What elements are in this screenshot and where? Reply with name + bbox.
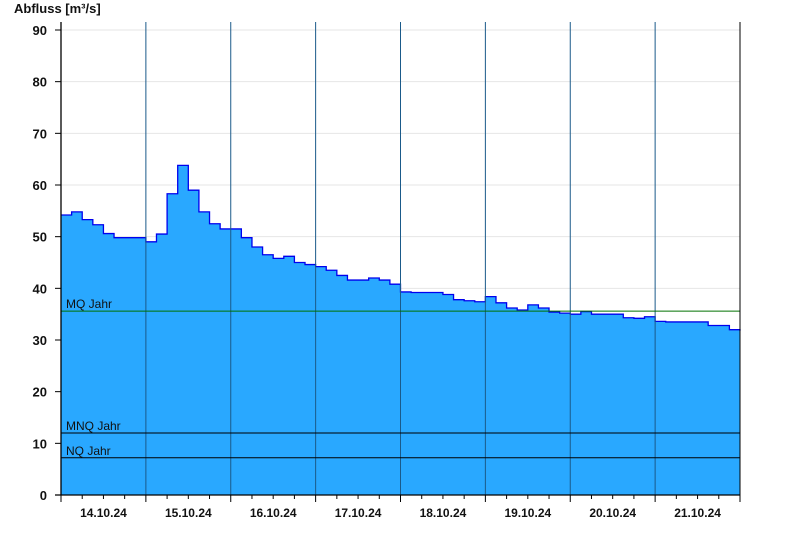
x-tick-label: 19.10.24 (504, 506, 551, 520)
x-tick-label: 18.10.24 (420, 506, 467, 520)
reference-line-label: MQ Jahr (66, 297, 112, 311)
y-tick-label: 30 (33, 333, 47, 348)
y-axis-label: Abfluss [m³/s] (14, 1, 101, 16)
y-tick-label: 50 (33, 230, 47, 245)
x-tick-label: 21.10.24 (674, 506, 721, 520)
y-tick-label: 40 (33, 281, 47, 296)
y-tick-label: 60 (33, 178, 47, 193)
x-tick-label: 16.10.24 (250, 506, 297, 520)
y-tick-label: 0 (40, 488, 47, 503)
reference-line-label: NQ Jahr (66, 444, 111, 458)
x-tick-label: 14.10.24 (80, 506, 127, 520)
y-tick-label: 10 (33, 436, 47, 451)
x-tick-label: 20.10.24 (589, 506, 636, 520)
x-tick-label: 17.10.24 (335, 506, 382, 520)
y-tick-label: 90 (33, 23, 47, 38)
discharge-line (61, 164, 741, 331)
reference-line-label: MNQ Jahr (66, 419, 121, 433)
x-tick-label: 15.10.24 (165, 506, 212, 520)
y-tick-label: 70 (33, 126, 47, 141)
y-tick-label: 20 (33, 385, 47, 400)
y-tick-label: 80 (33, 75, 47, 90)
